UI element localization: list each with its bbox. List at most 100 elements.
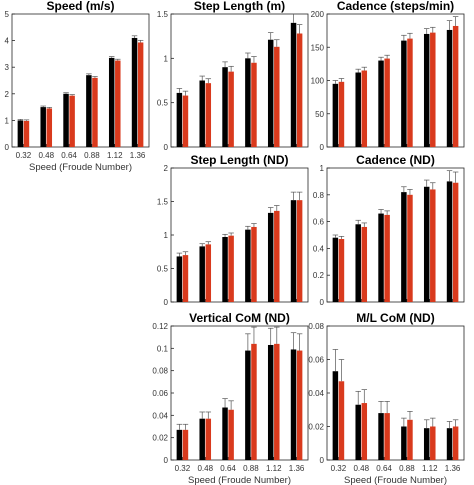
y-tick-label: 0.5 xyxy=(157,265,169,274)
bar-black-0.64 xyxy=(378,413,384,460)
bar-red-0.64 xyxy=(384,413,390,460)
y-tick-label: 0.06 xyxy=(308,356,324,365)
panel-3: Cadence (steps/min) 0 50 100 150 200 xyxy=(311,0,465,152)
y-tick-label: 0.8 xyxy=(313,191,325,200)
bar-red-0.64 xyxy=(228,235,234,302)
panel-6: Vertical CoM (ND) 0 0.02 0.04 0.06 0.08 0.1 0.1… xyxy=(152,311,309,485)
y-tick-label: 150 xyxy=(311,43,325,52)
y-tick-label: 0.04 xyxy=(152,411,168,420)
bar-red-1.12 xyxy=(430,32,436,148)
axes-frame xyxy=(326,13,465,148)
bar-black-0.48 xyxy=(355,404,361,460)
bar-red-1.12 xyxy=(115,60,121,147)
y-tick-label: 50 xyxy=(315,110,324,119)
panel-title: Step Length (ND) xyxy=(191,153,289,167)
bar-black-0.48 xyxy=(199,246,205,302)
x-tick-label: 0.64 xyxy=(376,464,392,473)
y-tick-label: 0.02 xyxy=(152,434,168,443)
y-tick-label: 0 xyxy=(164,298,169,307)
y-tick-label: 1 xyxy=(320,164,325,173)
panel-1: Speed (m/s) 0 1 2 3 4 5 0.32 0.48 0.64 0.88 1.12 1.3… xyxy=(5,0,150,173)
bar-black-1.12 xyxy=(423,428,430,460)
panel-title: Vertical CoM (ND) xyxy=(189,311,290,325)
bar-red-0.48 xyxy=(361,70,368,147)
bar-black-1.12 xyxy=(267,212,274,302)
panel-title: M/L CoM (ND) xyxy=(356,311,434,325)
bar-black-0.32 xyxy=(332,371,339,460)
bar-black-0.88 xyxy=(86,75,92,147)
y-tick-label: 0.06 xyxy=(152,389,168,398)
y-tick-label: 0 xyxy=(320,456,325,465)
y-tick-label: 3 xyxy=(5,63,10,72)
panel-title: Step Length (m) xyxy=(194,0,285,13)
x-tick-label: 1.12 xyxy=(266,464,282,473)
bar-black-1.12 xyxy=(423,186,430,302)
bar-black-0.32 xyxy=(332,83,339,147)
bar-black-0.64 xyxy=(63,93,69,147)
bar-red-0.64 xyxy=(228,409,234,460)
axes-frame xyxy=(170,167,309,303)
y-tick-label: 1 xyxy=(5,116,10,125)
bar-black-0.88 xyxy=(401,426,407,460)
y-tick-label: 5 xyxy=(5,10,10,19)
x-tick-label: 0.88 xyxy=(399,464,415,473)
bar-black-0.88 xyxy=(245,350,251,460)
x-tick-label: 0.32 xyxy=(331,464,347,473)
x-tick-label: 0.32 xyxy=(16,151,32,160)
x-tick-label: 0.32 xyxy=(175,464,191,473)
bar-black-1.36 xyxy=(290,22,297,147)
y-tick-label: 1.5 xyxy=(157,10,169,19)
bar-black-0.32 xyxy=(176,92,183,147)
bar-black-1.36 xyxy=(131,37,138,147)
x-tick-label: 0.48 xyxy=(197,464,213,473)
x-tick-label: 1.36 xyxy=(289,464,305,473)
y-tick-label: 1.5 xyxy=(157,198,169,207)
bar-red-0.88 xyxy=(407,38,413,148)
x-tick-label: 0.88 xyxy=(84,151,100,160)
bar-red-0.32 xyxy=(23,120,30,147)
bar-black-0.32 xyxy=(176,256,183,302)
y-tick-label: 0 xyxy=(320,298,325,307)
x-axis-label: Speed (Froude Number) xyxy=(344,475,447,485)
bar-red-0.48 xyxy=(361,403,368,460)
bar-red-0.48 xyxy=(205,418,212,460)
bar-red-1.36 xyxy=(296,350,303,460)
bar-black-0.48 xyxy=(40,107,46,147)
bar-red-0.48 xyxy=(361,226,368,302)
bar-black-0.88 xyxy=(401,40,407,147)
x-tick-label: 0.48 xyxy=(353,464,369,473)
bar-red-0.64 xyxy=(384,214,390,302)
bar-black-1.12 xyxy=(267,39,274,147)
bar-black-0.64 xyxy=(222,237,228,302)
x-axis-label: Speed (Froude Number) xyxy=(188,475,291,485)
bar-black-0.88 xyxy=(401,192,407,302)
y-tick-label: 100 xyxy=(311,77,325,86)
bar-red-1.12 xyxy=(274,46,280,147)
bar-red-0.88 xyxy=(92,77,98,147)
axes-frame xyxy=(170,325,309,461)
bar-black-1.36 xyxy=(290,349,297,460)
y-tick-label: 0 xyxy=(164,143,169,152)
bar-red-1.36 xyxy=(452,182,459,302)
bar-red-0.48 xyxy=(46,108,53,147)
bar-red-1.12 xyxy=(274,210,280,302)
bar-red-0.64 xyxy=(228,71,234,147)
panel-title: Speed (m/s) xyxy=(46,0,114,13)
bar-red-1.36 xyxy=(137,42,144,147)
bar-black-1.36 xyxy=(446,428,453,460)
bar-red-0.32 xyxy=(338,81,345,147)
x-tick-label: 0.64 xyxy=(61,151,77,160)
y-tick-label: 0.6 xyxy=(313,218,325,227)
bar-black-0.32 xyxy=(176,429,183,460)
y-tick-label: 0.08 xyxy=(152,367,168,376)
bar-red-1.12 xyxy=(430,189,436,302)
bar-black-0.64 xyxy=(222,407,228,460)
y-tick-label: 0.02 xyxy=(308,423,324,432)
bar-red-1.36 xyxy=(296,33,303,147)
bar-red-0.32 xyxy=(338,381,345,460)
bar-red-1.12 xyxy=(274,343,280,460)
bar-black-0.64 xyxy=(378,60,384,147)
bar-black-1.12 xyxy=(267,344,274,460)
x-tick-label: 1.36 xyxy=(130,151,146,160)
